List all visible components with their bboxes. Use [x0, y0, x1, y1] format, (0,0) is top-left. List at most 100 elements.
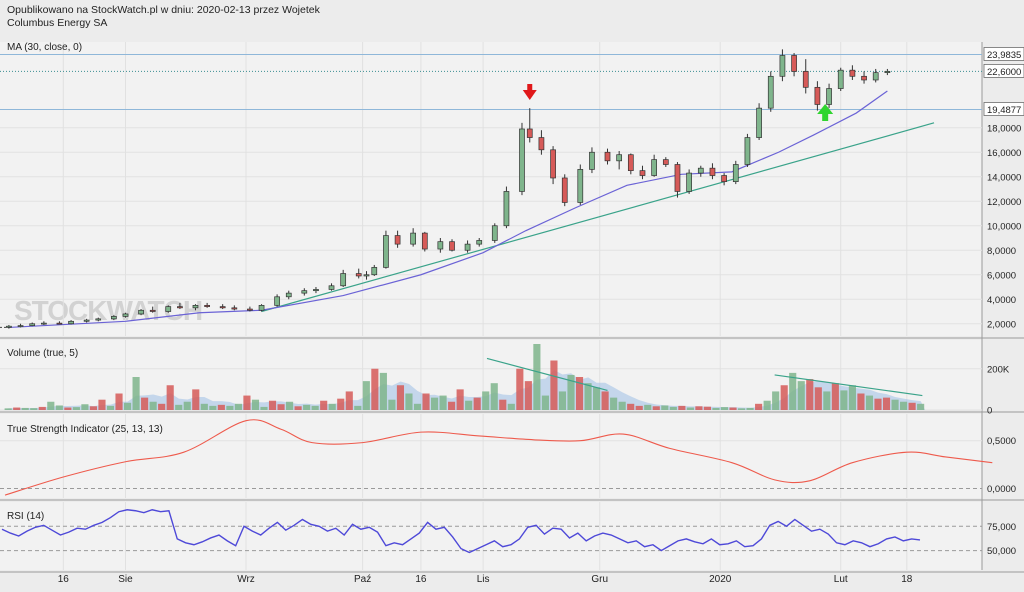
- volume-bar: [448, 401, 456, 410]
- panel-background: [0, 502, 982, 570]
- candle-body: [503, 191, 510, 227]
- volume-bar: [430, 397, 439, 410]
- volume-bar: [13, 407, 21, 410]
- candle-body: [219, 306, 226, 309]
- candle-body: [826, 88, 832, 105]
- price-level-tag: [983, 102, 1024, 116]
- candle-body: [56, 322, 63, 325]
- volume-bar: [396, 385, 405, 410]
- volume-bar: [123, 402, 132, 410]
- tsi-tick-label: 0,5000: [987, 436, 1016, 447]
- volume-bar: [149, 401, 157, 410]
- volume-bar: [328, 403, 336, 410]
- volume-bar: [388, 399, 396, 410]
- arrow-up-marker: [817, 104, 834, 114]
- x-tick-label: Wrz: [237, 574, 255, 585]
- candle-body: [561, 177, 568, 203]
- candle-body: [491, 225, 498, 241]
- candle-body: [301, 290, 308, 294]
- arrow-down-marker-stem: [527, 84, 533, 91]
- candle-body: [627, 154, 634, 171]
- candle-body: [95, 318, 102, 321]
- price-level-tag: [983, 64, 1024, 78]
- volume-bar: [627, 403, 635, 410]
- price-level-label: 19,4877: [987, 105, 1021, 116]
- volume-bar: [371, 368, 379, 410]
- header-line-1: Opublikowano na StockWatch.pl w dniu: 20…: [7, 4, 321, 16]
- volume-bar: [106, 405, 115, 410]
- price-tick-label: 6,0000: [987, 270, 1016, 281]
- volume-bar: [584, 383, 592, 410]
- candle-body: [247, 308, 253, 311]
- candle-body: [340, 273, 347, 287]
- candle-body: [274, 296, 280, 306]
- candle-body: [697, 167, 704, 174]
- volume-bar: [780, 385, 788, 410]
- volume-bar: [695, 406, 703, 410]
- price-tick-label: 10,0000: [987, 221, 1021, 232]
- volume-bar: [260, 406, 268, 410]
- arrow-down-marker: [522, 90, 537, 100]
- volume-bar: [4, 408, 12, 410]
- candle-body: [204, 305, 210, 307]
- volume-bar: [405, 393, 413, 410]
- volume-bar: [874, 398, 882, 410]
- candle-body: [744, 137, 751, 165]
- candle-body: [110, 316, 117, 320]
- price-tick-label: 12,0000: [987, 197, 1021, 208]
- tsi-line: [4, 419, 993, 496]
- volume-bar: [158, 403, 166, 410]
- candle-body: [662, 159, 669, 165]
- candle-body: [767, 75, 774, 109]
- candle-body: [872, 72, 879, 81]
- volume-bar: [823, 391, 831, 410]
- candle-body: [674, 164, 681, 192]
- volume-bar: [746, 407, 754, 410]
- watermark: STOCKWATCH: [14, 295, 202, 326]
- volume-bar: [593, 387, 601, 410]
- price-level-label: 22,6000: [987, 67, 1021, 78]
- candle-body: [285, 292, 292, 298]
- candle-body: [138, 309, 144, 315]
- volume-bar: [345, 391, 353, 410]
- volume-bar: [209, 405, 217, 410]
- candle-body: [861, 75, 867, 81]
- volume-bar: [354, 405, 362, 410]
- volume-bar: [848, 385, 856, 410]
- candle-body: [686, 172, 692, 192]
- panel-background: [0, 414, 982, 498]
- candle-body: [6, 325, 12, 328]
- candle-body: [756, 107, 762, 138]
- candle-body: [149, 309, 156, 312]
- candle-body: [394, 235, 401, 245]
- candle-body: [802, 71, 809, 88]
- candle-body: [519, 128, 525, 192]
- volume-bar: [490, 383, 498, 410]
- candle-body: [68, 320, 74, 325]
- volume-bar: [456, 389, 464, 410]
- volume-bar: [797, 381, 805, 410]
- volume-bar: [81, 404, 89, 410]
- candle-body: [616, 154, 623, 162]
- candle-body: [651, 159, 657, 176]
- candle-body: [177, 306, 183, 309]
- volume-bar: [558, 391, 567, 410]
- volume-bar: [737, 408, 746, 410]
- volume-bar: [379, 372, 387, 410]
- volume-bar: [141, 397, 149, 410]
- volume-bar: [550, 360, 558, 410]
- volume-bar: [686, 407, 694, 410]
- rsi-panel-label: RSI (14): [7, 511, 44, 522]
- tsi-panel-label: True Strength Indicator (25, 13, 13): [7, 424, 163, 435]
- tsi-tick-label: 0,0000: [987, 484, 1016, 495]
- price-tick-label: 4,0000: [987, 295, 1016, 306]
- volume-bar: [132, 377, 140, 410]
- volume-bar: [644, 404, 652, 410]
- candle-body: [526, 128, 533, 138]
- volume-bar: [243, 395, 251, 410]
- volume-bar: [720, 407, 729, 410]
- volume-bar: [908, 402, 916, 410]
- candle-body: [721, 175, 727, 182]
- candle-body: [410, 232, 416, 245]
